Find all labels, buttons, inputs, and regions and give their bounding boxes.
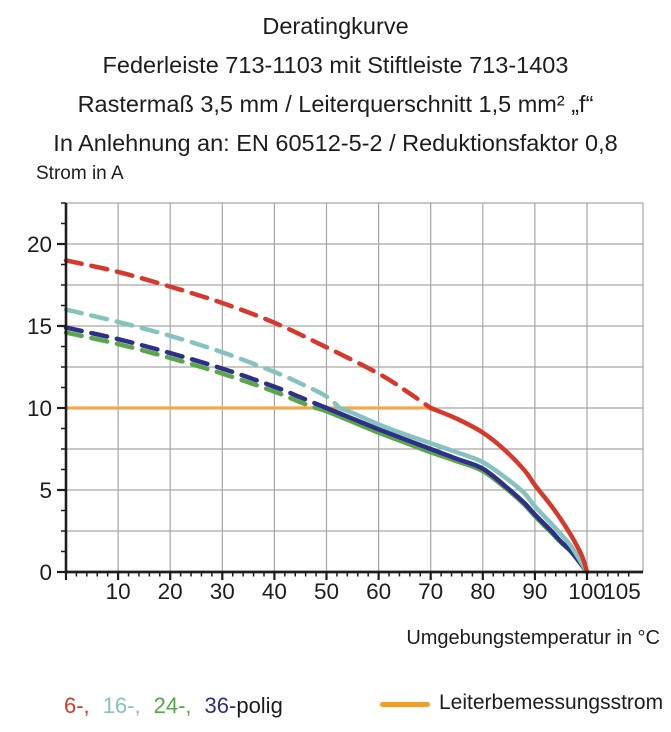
- title-line-1: Deratingkurve: [262, 13, 409, 39]
- legend-item-36: 36-: [204, 693, 237, 718]
- svg-text:100: 100: [568, 579, 606, 604]
- title-line-2: Federleiste 713-1103 mit Stiftleiste 713…: [102, 52, 569, 78]
- svg-text:80: 80: [470, 579, 495, 604]
- svg-text:105: 105: [603, 579, 641, 604]
- svg-text:50: 50: [314, 579, 339, 604]
- conductor-line-swatch: [380, 701, 430, 707]
- legend-conductor: Leiterbemessungsstrom: [380, 691, 663, 715]
- legend-item-polig-suffix: polig: [236, 693, 283, 718]
- chart-curves: [63, 258, 590, 575]
- svg-text:5: 5: [39, 478, 52, 503]
- legend-item-24polig: 24-,: [153, 693, 192, 718]
- svg-text:90: 90: [522, 579, 547, 604]
- legend-conductor-label: Leiterbemessungsstrom: [439, 691, 664, 714]
- svg-text:15: 15: [27, 314, 52, 339]
- svg-text:20: 20: [158, 579, 183, 604]
- title-block: Deratingkurve Federleiste 713-1103 mit S…: [0, 7, 671, 163]
- svg-text:20: 20: [27, 232, 52, 257]
- svg-text:0: 0: [39, 560, 52, 585]
- title-line-3: Rastermaß 3,5 mm / Leiterquerschnitt 1,5…: [77, 91, 594, 117]
- svg-text:40: 40: [262, 579, 287, 604]
- title-line-4: In Anlehnung an: EN 60512-5-2 / Reduktio…: [53, 130, 618, 156]
- legend-item-16polig: 16-,: [102, 693, 141, 718]
- chart-ticks: [57, 202, 630, 580]
- svg-text:70: 70: [418, 579, 443, 604]
- svg-text:60: 60: [366, 579, 391, 604]
- svg-text:10: 10: [27, 396, 52, 421]
- chart-gridlines: [66, 202, 644, 572]
- y-axis-title: Strom in A: [36, 163, 124, 184]
- chart-axes: [64, 203, 643, 574]
- svg-text:10: 10: [106, 579, 131, 604]
- legend-item-6polig: 6-,: [64, 693, 90, 718]
- svg-text:30: 30: [210, 579, 235, 604]
- x-axis-title: Umgebungstemperatur in °C: [406, 627, 660, 649]
- legend-poles: 6-, 16-, 24-, 36-polig: [64, 693, 283, 719]
